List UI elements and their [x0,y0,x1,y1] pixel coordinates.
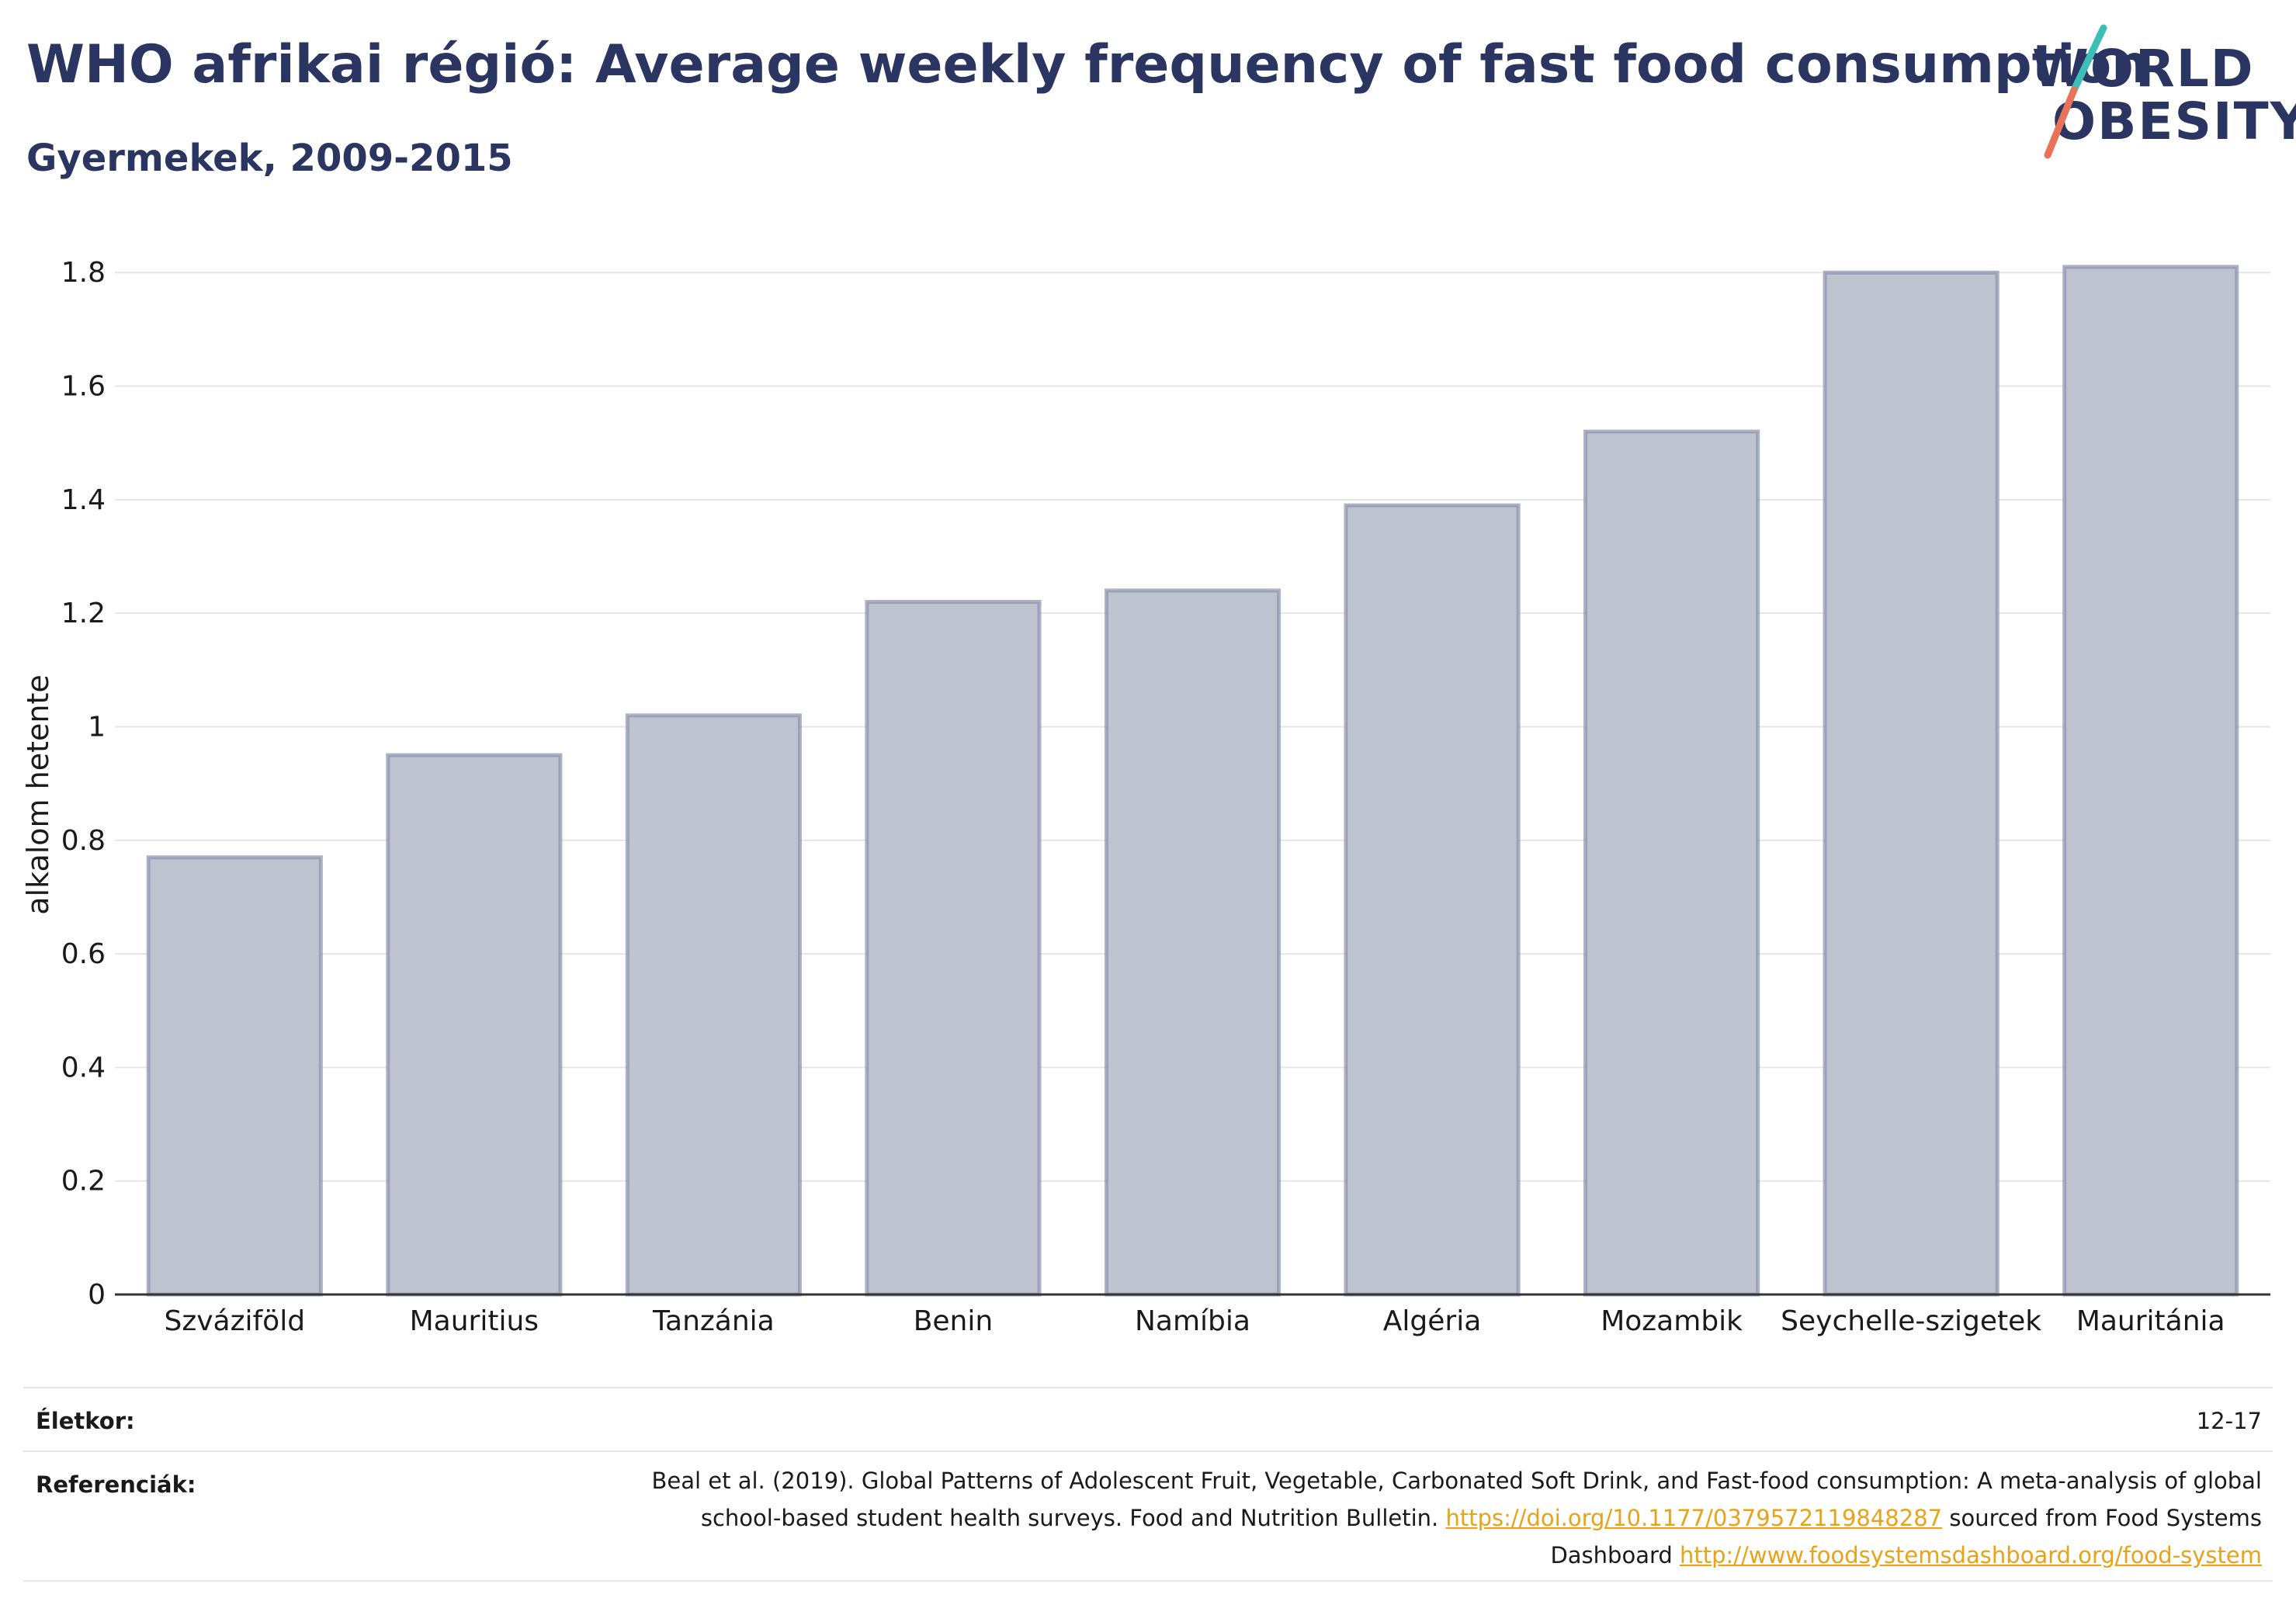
x-tick-label: Algéria [1383,1305,1482,1337]
world-obesity-logo: WORLD OBESITY [2018,23,2296,163]
x-tick-label: Namíbia [1135,1305,1250,1337]
x-tick-label: Seychelle-szigetek [1781,1305,2041,1337]
bar [146,855,323,1297]
axes: 0 0.2 0.4 0.6 0.8 1 1.2 1.4 1.6 1.8 Szváziföld Maur… [61,257,2270,1337]
x-tick-label: Benin [914,1305,993,1337]
y-tick-label: 0.2 [61,1166,106,1197]
chart-title: WHO afrikai régió: Average weekly freque… [26,34,2149,95]
chart-subtitle: Gyermekek, 2009-2015 [26,137,513,180]
age-value: 12-17 [2196,1408,2262,1434]
bars [146,265,2239,1297]
x-tick-label: Mauritánia [2076,1305,2225,1337]
y-tick-label: 0.8 [61,825,106,857]
x-tick-label: Mauritius [410,1305,539,1337]
reference-citation: Beal et al. (2019). Global Patterns of A… [651,1468,2262,1531]
y-tick-label: 0.6 [61,938,106,970]
footer-divider-middle [23,1450,2273,1452]
age-label: Életkor: [36,1408,135,1434]
bar [1104,588,1282,1297]
bar [625,713,802,1297]
references-text: Beal et al. (2019). Global Patterns of A… [632,1462,2262,1574]
y-tick-label: 0.4 [61,1052,106,1083]
reference-dashboard-link[interactable]: http://www.foodsystemsdashboard.org/food… [1680,1542,2262,1568]
y-axis-title: alkalom hetente [21,674,55,914]
references-label: Referenciák: [36,1471,196,1498]
logo-slash-icon [2044,24,2107,159]
y-tick-label: 1.8 [61,257,106,289]
footer-divider-top [23,1387,2273,1388]
y-tick-label: 1.6 [61,371,106,403]
bar [1344,503,1521,1297]
y-tick-label: 1.2 [61,598,106,629]
x-tick-label: Szváziföld [164,1305,305,1337]
y-tick-label: 0 [88,1279,106,1311]
bar [2062,265,2239,1297]
x-tick-label: Mozambik [1601,1305,1743,1337]
bar-chart: 0 0.2 0.4 0.6 0.8 1 1.2 1.4 1.6 1.8 Szváziföld Maur… [21,257,2270,1337]
y-tick-label: 1.4 [61,484,106,516]
x-tick-label: Tanzánia [652,1305,775,1337]
bar [865,600,1042,1297]
footer-divider-bottom [23,1580,2273,1582]
reference-doi-link[interactable]: https://doi.org/10.1177/0379572119848287 [1445,1505,1943,1531]
logo-word-top: WORLD [2032,39,2255,99]
reference-source-note: sourced from Food Systems Dashboard [1550,1505,2262,1568]
y-tick-label: 1 [88,711,106,743]
bar [1583,429,1760,1297]
bar [1823,270,1999,1297]
bar [386,753,563,1297]
logo-word-bottom: OBESITY [2052,92,2296,151]
